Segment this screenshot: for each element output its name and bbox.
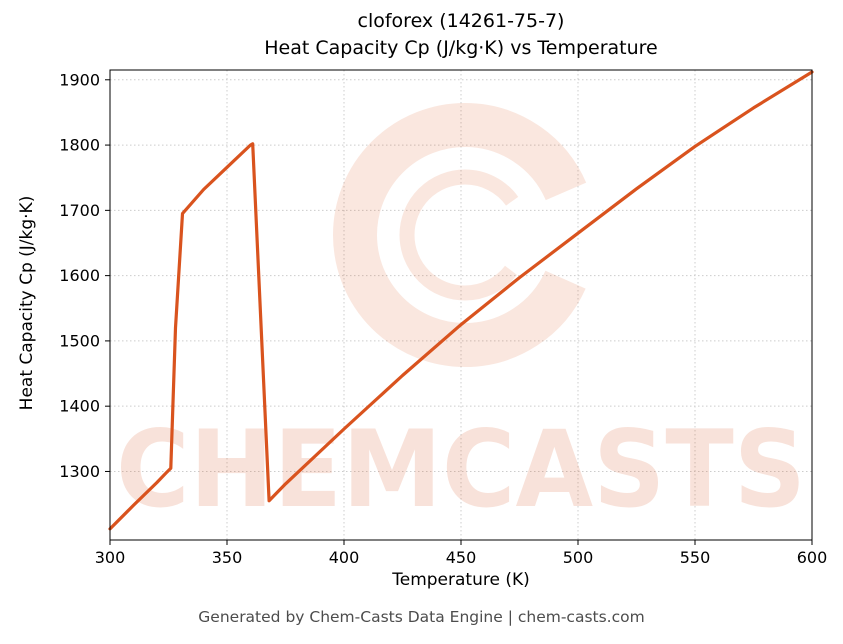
watermark-text: CHEMCASTS	[116, 408, 806, 531]
y-tick-label: 1900	[59, 70, 100, 89]
y-tick-label: 1400	[59, 397, 100, 416]
y-tick-label: 1300	[59, 462, 100, 481]
watermark-logo-swirl-icon	[399, 169, 531, 301]
x-tick-label: 400	[329, 548, 360, 567]
chart-title-line1: cloforex (14261-75-7)	[357, 10, 565, 32]
y-axis-label: Heat Capacity Cp (J/kg·K)	[17, 195, 37, 411]
y-tick-label: 1600	[59, 266, 100, 285]
x-tick-label: 450	[446, 548, 477, 567]
y-tick-label: 1800	[59, 136, 100, 155]
y-tick-label: 1500	[59, 331, 100, 350]
data-line-cp	[108, 70, 814, 531]
x-tick-label: 300	[95, 548, 126, 567]
y-tick-label: 1700	[59, 201, 100, 220]
chart-title: cloforex (14261-75-7) Heat Capacity Cp (…	[110, 8, 812, 62]
x-axis-label: Temperature (K)	[392, 570, 530, 590]
x-tick-label: 550	[680, 548, 711, 567]
footer-credit: Generated by Chem-Casts Data Engine | ch…	[198, 608, 645, 626]
chart-title-line2: Heat Capacity Cp (J/kg·K) vs Temperature	[264, 37, 658, 59]
x-tick-label: 350	[212, 548, 243, 567]
watermark-logo-c-icon	[333, 103, 597, 367]
x-tick-label: 500	[563, 548, 594, 567]
x-tick-label: 600	[797, 548, 828, 567]
